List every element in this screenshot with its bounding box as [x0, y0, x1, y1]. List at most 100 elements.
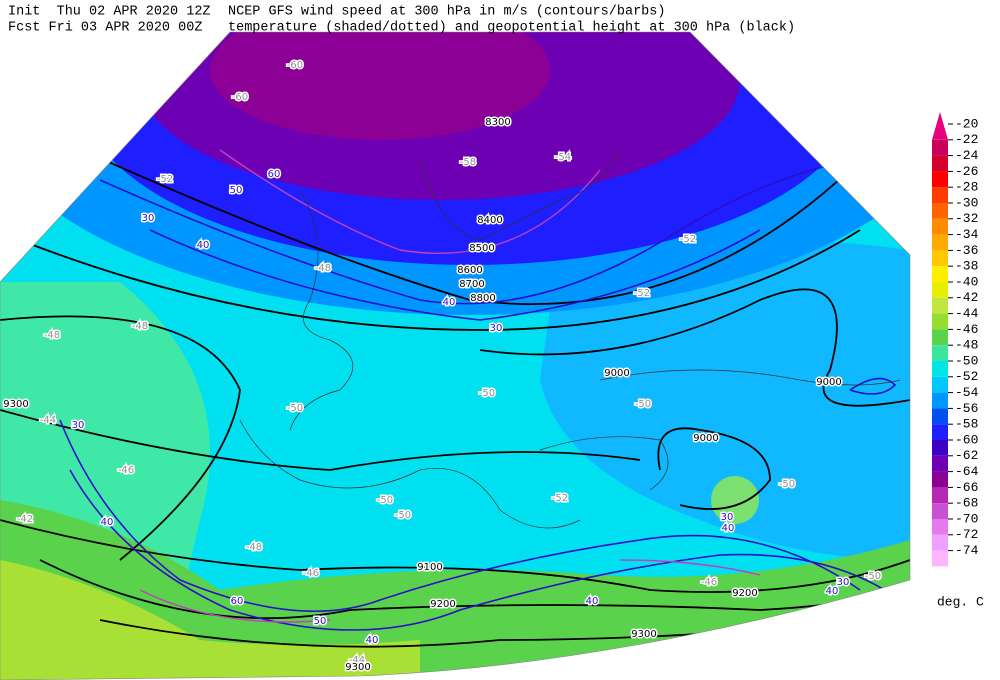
subtitle: temperature (shaded/dotted) and geopoten…: [228, 21, 795, 36]
height-label: 8600: [457, 265, 482, 276]
height-label: 9000: [693, 433, 718, 444]
colorbar-swatch: [932, 392, 948, 409]
colorbar-label: -50: [955, 353, 978, 368]
colorbar-swatch: [932, 155, 948, 172]
colorbar-label: -74: [955, 543, 979, 558]
temperature-label: -46: [701, 577, 717, 588]
colorbar-swatch: [932, 139, 948, 156]
temperature-label: -48: [246, 542, 262, 553]
colorbar-swatch: [932, 503, 948, 519]
colorbar-label: -72: [955, 527, 978, 542]
colorbar-label: -44: [955, 306, 979, 321]
height-label: 9200: [732, 588, 757, 599]
colorbar-swatch: [932, 408, 948, 425]
height-label: 9000: [604, 368, 629, 379]
colorbar: -20-22-24-26-28-30-32-34-36-38-40-42-44-…: [932, 112, 979, 567]
forecast-time: Fcst Fri 03 APR 2020 00Z: [8, 21, 202, 36]
height-label: 8700: [459, 279, 484, 290]
height-label: 9300: [631, 629, 656, 640]
height-label: 8400: [477, 215, 502, 226]
temperature-label: -50: [377, 495, 393, 506]
colorbar-swatch: [932, 234, 948, 251]
temperature-label: -48: [44, 330, 60, 341]
temperature-label: -48: [315, 263, 331, 274]
colorbar-label: -38: [955, 259, 978, 274]
temperature-label: -60: [287, 60, 303, 71]
colorbar-unit: deg. C: [937, 594, 984, 609]
wind-speed-label: 60: [268, 169, 281, 180]
colorbar-label: -42: [955, 290, 978, 305]
temperature-label: -60: [232, 92, 248, 103]
temperature-label: -50: [395, 510, 411, 521]
colorbar-swatch: [932, 313, 948, 330]
temperature-label: -52: [552, 493, 568, 504]
wind-speed-label: 50: [230, 185, 243, 196]
colorbar-swatch: [932, 171, 948, 188]
temperature-shading: [210, 32, 550, 140]
colorbar-swatch: [932, 203, 948, 219]
height-label: 9200: [430, 599, 455, 610]
colorbar-swatch: [932, 187, 948, 203]
colorbar-label: -28: [955, 180, 978, 195]
colorbar-swatch: [932, 297, 948, 314]
wind-speed-label: 40: [826, 586, 839, 597]
colorbar-label: -52: [955, 369, 978, 384]
colorbar-label: -68: [955, 496, 978, 511]
colorbar-label: -40: [955, 274, 978, 289]
colorbar-swatch: [932, 424, 948, 440]
colorbar-swatch: [932, 440, 948, 456]
colorbar-swatch: [932, 282, 948, 298]
wind-speed-label: 40: [722, 523, 735, 534]
coastlines: [239, 149, 901, 529]
colorbar-swatch: [932, 361, 948, 377]
colorbar-swatch: [932, 471, 948, 488]
wind-speed-label: 50: [314, 616, 327, 627]
height-label: 8800: [470, 293, 495, 304]
temperature-label: -46: [118, 465, 134, 476]
wind-speed-label: 40: [443, 297, 456, 308]
colorbar-label: -34: [955, 227, 979, 242]
colorbar-label: -60: [955, 432, 978, 447]
colorbar-swatch: [932, 550, 948, 567]
height-label: 9000: [816, 377, 841, 388]
wind-speed-label: 60: [231, 596, 244, 607]
colorbar-swatch: [932, 112, 948, 140]
wind-speed-label: 30: [721, 512, 734, 523]
temperature-label: -52: [680, 234, 696, 245]
height-label: 8300: [485, 117, 510, 128]
temperature-label: -52: [634, 288, 650, 299]
colorbar-label: -62: [955, 448, 978, 463]
temperature-label: -54: [555, 152, 571, 163]
colorbar-swatch: [932, 250, 948, 267]
colorbar-label: -46: [955, 322, 978, 337]
temperature-label: -50: [287, 403, 303, 414]
colorbar-label: -58: [955, 417, 978, 432]
temperature-label: -44: [349, 655, 365, 666]
colorbar-swatch: [932, 266, 948, 282]
temperature-label: -50: [479, 388, 495, 399]
wind-speed-label: 30: [837, 577, 850, 588]
colorbar-label: -54: [955, 385, 979, 400]
colorbar-label: -22: [955, 132, 978, 147]
colorbar-swatch: [932, 487, 948, 504]
colorbar-label: -70: [955, 511, 978, 526]
wind-speed-label: 40: [366, 635, 379, 646]
wind-speed-label: 30: [72, 420, 85, 431]
height-label: 8500: [469, 243, 494, 254]
colorbar-label: -48: [955, 338, 978, 353]
colorbar-swatch: [932, 534, 948, 551]
colorbar-swatch: [932, 329, 948, 346]
temperature-shading: [0, 560, 420, 680]
colorbar-swatch: [932, 345, 948, 361]
colorbar-label: -32: [955, 211, 978, 226]
map-border: [0, 31, 911, 680]
colorbar-swatch: [932, 455, 948, 472]
colorbar-label: -64: [955, 464, 979, 479]
init-time: Init Thu 02 APR 2020 12Z: [8, 5, 211, 20]
colorbar-label: -36: [955, 243, 978, 258]
colorbar-label: -20: [955, 116, 978, 131]
temperature-label: -42: [17, 514, 33, 525]
colorbar-swatch: [932, 218, 948, 235]
